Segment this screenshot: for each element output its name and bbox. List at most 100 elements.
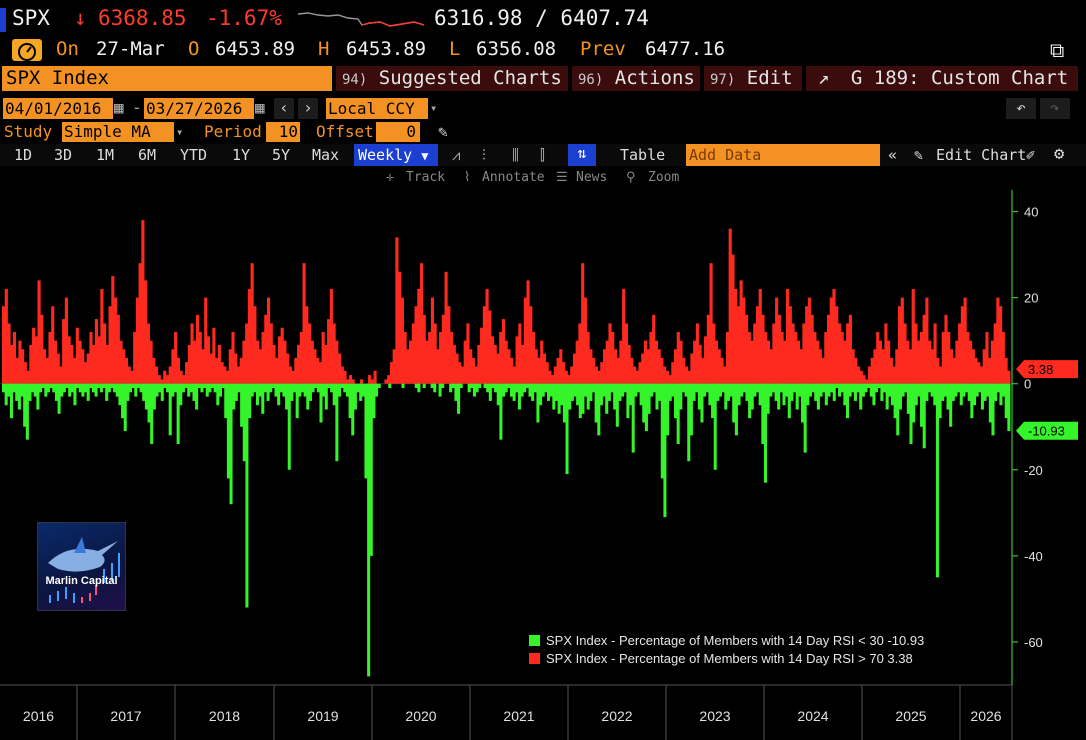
next-period-button[interactable]: › [298,98,318,119]
candle-icon[interactable]: ⫼ [512,146,519,164]
bar [447,306,451,384]
range-1d[interactable]: 1D [14,146,33,164]
popout-icon[interactable]: ⧉ [1050,38,1065,62]
range-3d[interactable]: 3D [54,146,73,164]
add-data-input[interactable]: Add Data [686,144,880,166]
bar [94,383,98,397]
edit-button[interactable]: 97) Edit ▾ [704,66,817,91]
ticker[interactable]: SPX [12,6,50,30]
actions-button[interactable]: 96) Actions ▾ [572,66,720,91]
bar [903,323,907,384]
bar [865,379,869,384]
zoom-button[interactable]: Zoom [648,170,680,185]
study-select[interactable]: Simple MA [62,122,174,142]
bar [570,366,574,384]
bar [818,349,822,384]
bar [433,323,437,384]
bar [763,383,767,483]
bar [835,306,839,384]
bar [721,383,725,393]
gauge-icon[interactable] [12,39,42,61]
range-1m[interactable]: 1M [96,146,115,164]
end-date-input[interactable]: 03/27/2026 [144,98,254,119]
histogram-icon[interactable]: ⇅ [568,144,596,166]
table-button[interactable]: Table [620,146,666,164]
bar [829,297,833,384]
bar [533,383,537,393]
frequency-select[interactable]: Weekly ▼ [354,144,438,166]
redo-icon[interactable]: ↷ [1040,98,1070,119]
currency-select[interactable]: Local CCY [326,98,428,119]
edit-chart-button[interactable]: Edit Chart [936,146,1027,164]
calendar-icon[interactable]: ▦ [114,98,124,117]
bar [966,332,970,384]
annotate-button[interactable]: Annotate [482,170,545,185]
prev-period-button[interactable]: ‹ [274,98,294,119]
bar [81,349,85,384]
bar [439,332,443,384]
collapse-icon[interactable]: « [888,146,898,164]
bar [813,332,817,384]
chevron-down-icon[interactable]: ▾ [176,125,184,139]
bar [475,383,479,393]
bar [914,383,918,406]
range-ytd[interactable]: YTD [180,146,208,164]
offset-input[interactable]: 0 [376,122,420,142]
bar [652,383,656,393]
bar [310,340,314,384]
y-axis: 40 20 0 -20 -40 -60 [1011,190,1043,685]
bar [814,383,818,401]
bar [124,357,129,384]
bar [936,357,940,384]
bar [297,344,301,384]
bar [20,383,24,397]
bar [73,357,77,384]
chevron-down-icon[interactable]: ▾ [430,101,438,115]
pencil-icon[interactable]: ✎ [438,122,448,141]
track-button[interactable]: Track [406,170,446,185]
bar [872,383,876,406]
bar [458,362,462,384]
bar [277,383,281,406]
bar [786,289,790,384]
bar [223,366,227,384]
bar [449,383,453,393]
suggested-charts-button[interactable]: 94) Suggested Charts ▾ [336,66,586,91]
bar [737,383,741,406]
bar [179,370,183,384]
gear-icon[interactable]: ⚙ [1054,144,1065,164]
bar [693,340,697,384]
range-1y[interactable]: 1Y [232,146,251,164]
bar [127,366,131,384]
custom-chart-button[interactable]: ↗ G 189: Custom Chart [806,66,1078,91]
bar [133,332,137,384]
bar [615,383,619,427]
bar [482,306,486,384]
bar [52,383,56,393]
bar [811,383,815,393]
range-max[interactable]: Max [312,146,340,164]
bar [269,383,273,393]
range-5y[interactable]: 5Y [272,146,291,164]
bar [857,366,861,384]
security-field[interactable]: SPX Index [2,66,332,91]
zoom-icon: ⚲ [626,170,636,185]
ohlc-icon[interactable]: ⫶ [482,146,486,164]
bar [613,383,617,410]
start-date-input[interactable]: 04/01/2016 [3,98,113,119]
bar [321,332,325,384]
bar-icon[interactable]: ⫿ [540,146,545,164]
bar [501,319,506,384]
bar [288,366,292,384]
draw-icon[interactable]: ✐ [1026,146,1036,164]
calendar-icon[interactable]: ▦ [255,98,265,117]
range-6m[interactable]: 6M [138,146,157,164]
bar [861,383,865,397]
line-chart-icon[interactable]: ⩘ [452,146,461,164]
period-input[interactable]: 10 [266,122,300,142]
bar [32,327,36,384]
undo-icon[interactable]: ↶ [1006,98,1036,119]
bar [345,383,349,397]
news-button[interactable]: News [576,170,608,185]
